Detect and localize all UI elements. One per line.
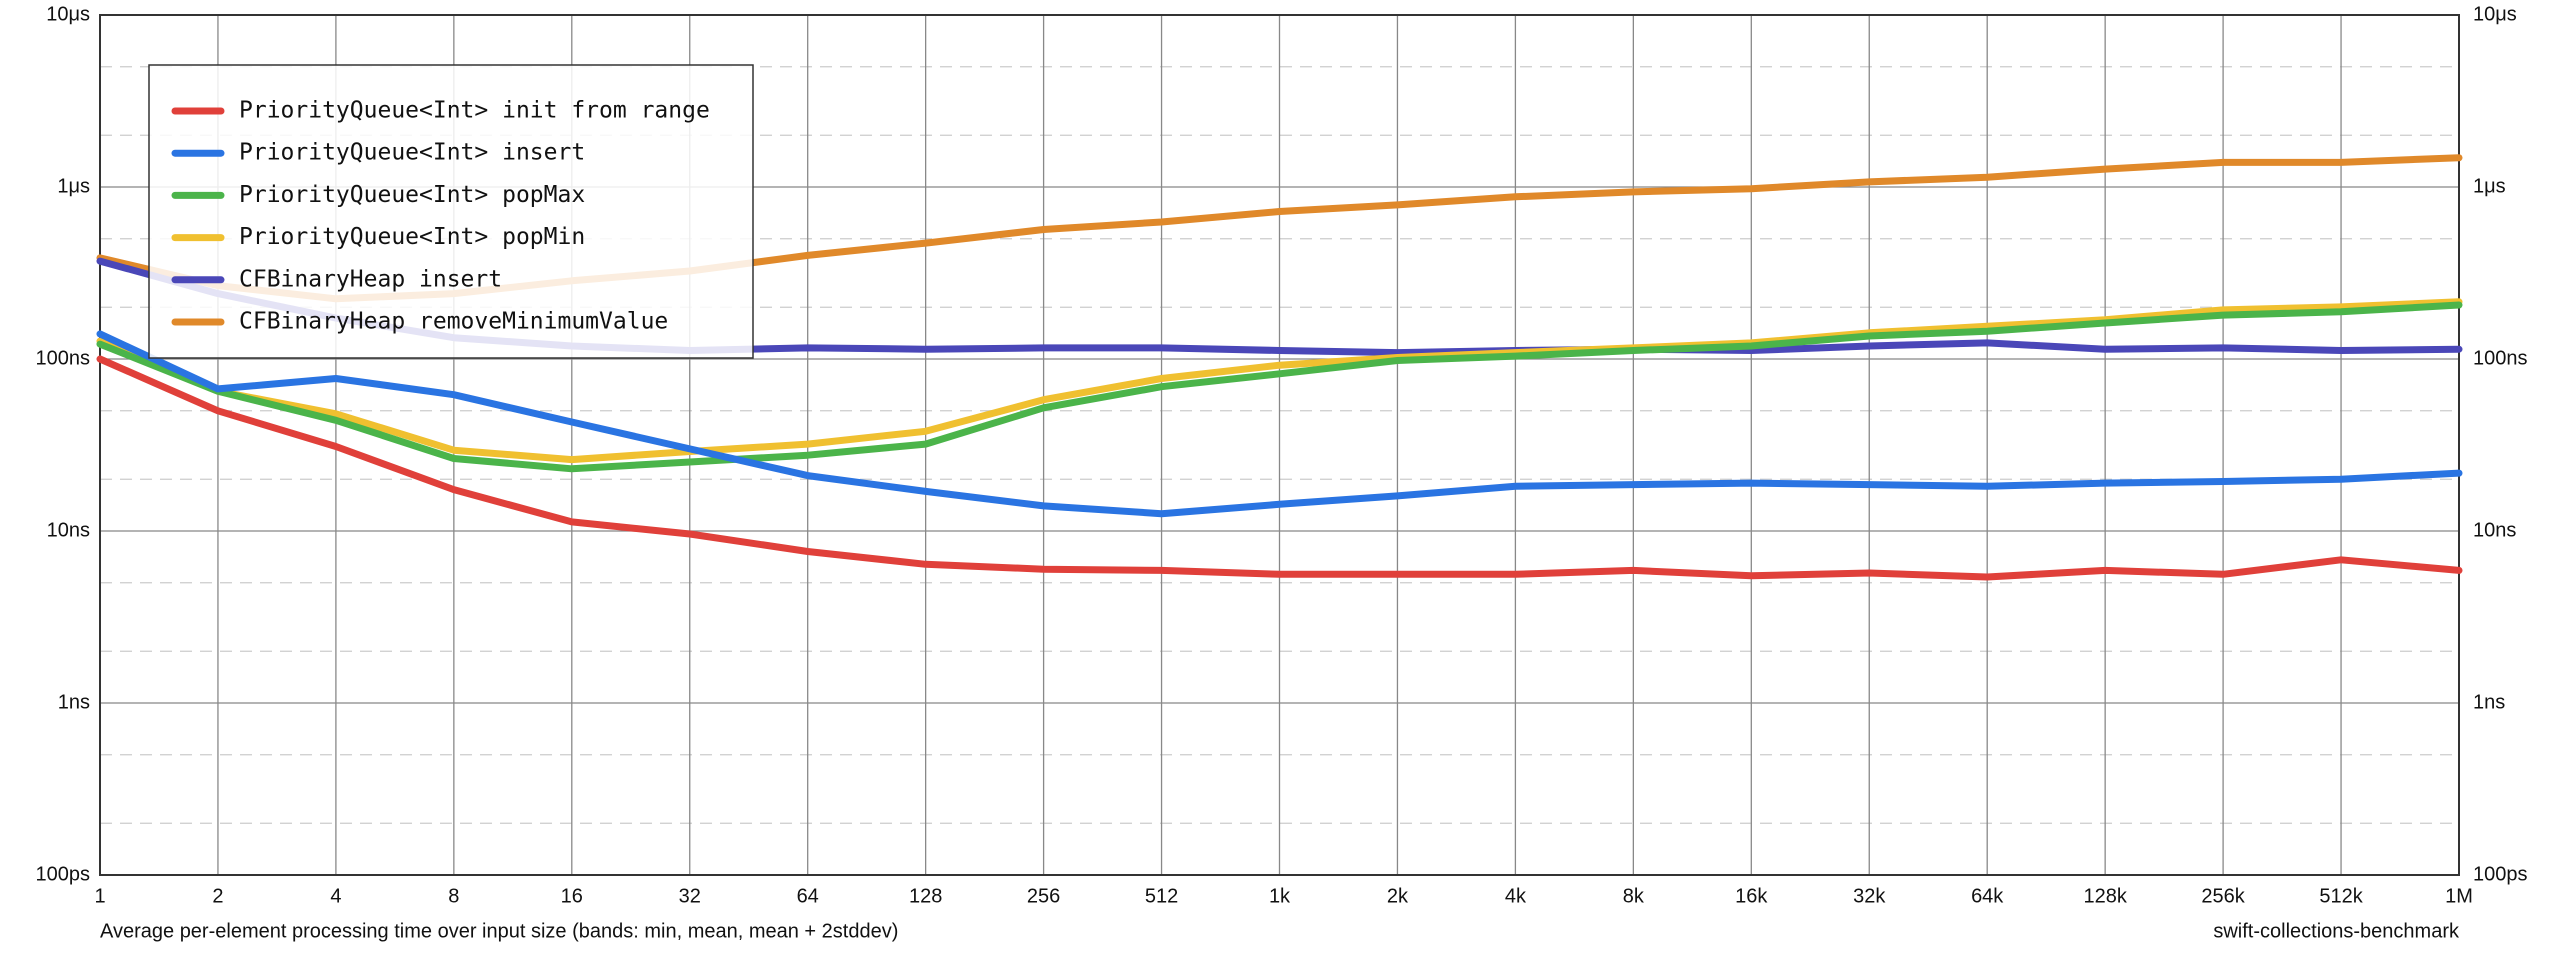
series-line (96, 301, 2463, 473)
y2-tick-label: 10ns (2473, 519, 2516, 541)
x-tick-label: 32k (1853, 885, 1886, 907)
x-tick-label: 4k (1505, 885, 1527, 907)
x-tick-label: 2k (1387, 885, 1409, 907)
x-tick-label: 32 (679, 885, 701, 907)
caption: Average per-element processing time over… (100, 920, 898, 942)
plot-frame (99, 14, 2460, 876)
series-line (96, 298, 2463, 464)
y-tick-label: 10ns (47, 519, 90, 541)
x-tick-label: 1M (2445, 885, 2473, 907)
legend-label: CFBinaryHeap removeMinimumValue (239, 309, 668, 335)
y2-tick-label: 100ps (2473, 863, 2528, 885)
x-tick-label: 4 (330, 885, 341, 907)
y-tick-label: 1ns (58, 691, 90, 713)
legend-label: PriorityQueue<Int> popMin (239, 224, 585, 250)
y-tick-label: 10μs (46, 3, 90, 25)
x-tick-label: 16 (561, 885, 583, 907)
x-tick-label: 1 (94, 885, 105, 907)
y-tick-label: 100ps (36, 863, 91, 885)
legend-label: PriorityQueue<Int> popMax (239, 182, 585, 208)
y2-tick-label: 1ns (2473, 691, 2505, 713)
series-line (96, 330, 2463, 518)
x-tick-label: 2 (212, 885, 223, 907)
y-tick-label: 1μs (57, 175, 90, 197)
x-tick-label: 16k (1735, 885, 1768, 907)
legend-box (148, 64, 754, 359)
x-tick-label: 64k (1971, 885, 2004, 907)
x-tick-label: 8k (1623, 885, 1645, 907)
x-tick-label: 512 (1145, 885, 1178, 907)
x-tick-label: 128k (2083, 885, 2127, 907)
x-tick-label: 256k (2201, 885, 2245, 907)
legend-label: PriorityQueue<Int> insert (239, 140, 585, 166)
y2-tick-label: 1μs (2473, 175, 2506, 197)
x-tick-label: 128 (909, 885, 942, 907)
x-tick-label: 8 (448, 885, 459, 907)
legend-label: CFBinaryHeap insert (239, 266, 502, 292)
y2-tick-label: 10μs (2473, 3, 2517, 25)
x-tick-label: 64 (797, 885, 819, 907)
credit: swift-collections-benchmark (2213, 920, 2460, 942)
x-tick-label: 1k (1269, 885, 1291, 907)
legend-label: PriorityQueue<Int> init from range (239, 98, 710, 124)
series-line (96, 355, 2463, 581)
x-tick-label: 256 (1027, 885, 1060, 907)
y2-tick-label: 100ns (2473, 347, 2528, 369)
y-tick-label: 100ns (36, 347, 91, 369)
x-tick-label: 512k (2319, 885, 2363, 907)
